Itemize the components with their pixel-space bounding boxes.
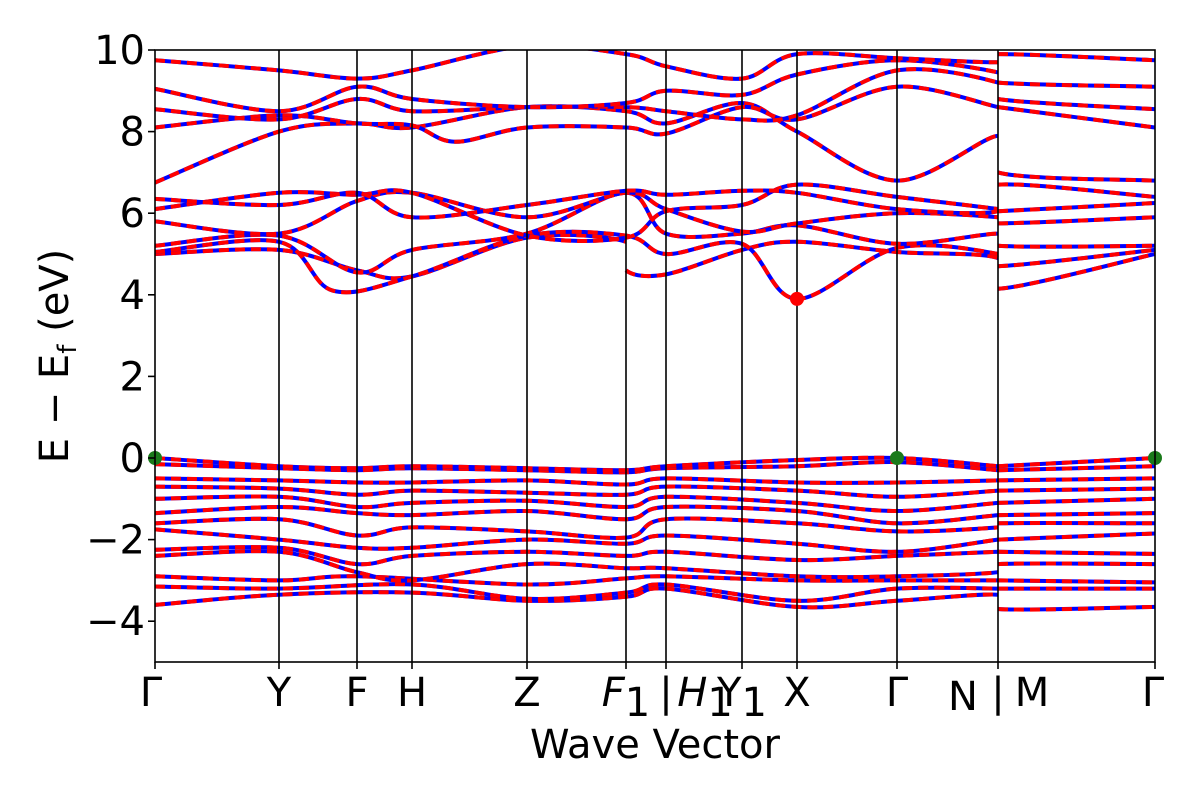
x-tick-label: Y: [266, 670, 292, 716]
band-spin-down-line: [155, 516, 1155, 540]
x-tick-label: Z: [513, 670, 540, 716]
band-spin-up-line: [155, 58, 1155, 114]
high-symmetry-lines: [278, 50, 999, 662]
band-spin-down-line: [155, 484, 1155, 499]
plot-frame: [154, 49, 1156, 663]
bands-group: [155, 50, 1155, 612]
y-tick-label: 0: [120, 436, 145, 482]
band-spin-up-line: [155, 586, 1155, 612]
band-spin-down-line: [155, 494, 1155, 514]
x-tick-label: |: [659, 670, 672, 716]
band-spin-down-line: [155, 527, 1155, 554]
band-spin-down-line: [155, 84, 1155, 144]
x-tick-label: H1: [677, 670, 733, 726]
band-spin-down-line: [155, 229, 1155, 301]
band-spin-down-line: [155, 50, 1155, 81]
band-spin-down-line: [155, 545, 1155, 567]
x-tick-label: Γ: [886, 670, 909, 716]
band-spin-down-line: [155, 455, 1155, 473]
y-tick-label: −2: [86, 518, 145, 564]
x-tick-label: F: [345, 670, 368, 716]
y-tick-label: 4: [120, 273, 145, 319]
y-axis-label-sub: f: [53, 344, 83, 354]
x-tick-label: Γ: [1142, 670, 1165, 716]
y-axis-ticks: −4 −2 0 2 4 6 8 10: [86, 28, 155, 645]
y-axis-label-main: E − E: [32, 354, 78, 464]
y-axis-label: E − Ef (eV): [32, 249, 83, 464]
x-tick-label: Γ: [140, 670, 163, 716]
band-spin-down-line: [155, 574, 1155, 587]
x-tick-label: M: [1015, 670, 1050, 716]
y-tick-label: 2: [120, 354, 145, 400]
band-spin-down-line: [155, 182, 1155, 243]
band-spin-down-line: [155, 189, 1155, 237]
band-extremum-marker: [890, 451, 904, 465]
extrema-markers: [148, 291, 1162, 465]
band-spin-down-line: [155, 182, 1155, 220]
band-spin-down-line: [155, 460, 1155, 475]
band-spin-down-line: [155, 504, 1155, 526]
band-extremum-marker: [790, 291, 804, 306]
y-tick-label: −4: [86, 599, 145, 645]
x-tick-label: |: [991, 670, 1004, 716]
x-axis-label: Wave Vector: [530, 722, 781, 768]
y-tick-label: 6: [120, 191, 145, 237]
x-tick-label: F1: [602, 670, 650, 726]
x-tick-label: H: [397, 670, 427, 716]
band-spin-down-line: [155, 476, 1155, 487]
y-axis-label-unit: (eV): [32, 249, 78, 345]
band-spin-down-line: [155, 586, 1155, 612]
band-spin-down-line: [155, 58, 1155, 114]
y-tick-label: 8: [120, 110, 145, 156]
y-tick-label: 10: [94, 28, 145, 74]
x-tick-label: Y1: [716, 670, 767, 726]
x-tick-label: N: [948, 674, 978, 720]
band-spin-down-line: [155, 67, 1155, 123]
band-spin-down-line: [155, 549, 1155, 583]
x-tick-label: X: [783, 670, 810, 716]
